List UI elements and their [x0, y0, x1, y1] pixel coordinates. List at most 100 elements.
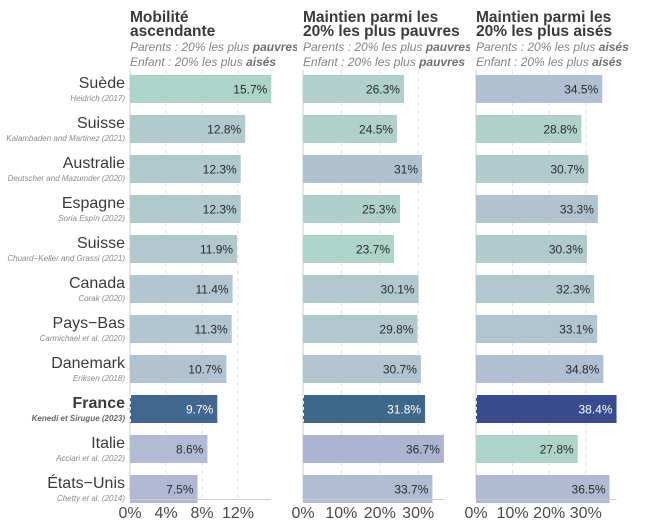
- panel-subtitle-line: Enfant : 20% les plus aisés: [476, 55, 656, 70]
- category-label: Danemark: [51, 355, 126, 372]
- data-label: 30.1%: [381, 283, 415, 297]
- subtitle-text: Parents : 20% les plus: [130, 40, 253, 54]
- citation-label: Deutscher and Mazumder (2020): [8, 174, 126, 183]
- subtitle-emphasis: pauvres: [425, 40, 470, 54]
- bar: [130, 475, 198, 503]
- bar: [130, 195, 241, 223]
- citation-label: Heidrich (2017): [70, 94, 125, 103]
- x-tick-label: 30%: [570, 505, 602, 522]
- subtitle-text: Parents : 20% les plus: [303, 40, 426, 54]
- data-label: 30.7%: [383, 363, 417, 377]
- bar: [476, 435, 578, 463]
- bar: [476, 75, 603, 103]
- bar: [303, 395, 426, 423]
- data-label: 36.5%: [572, 483, 606, 497]
- x-tick-label: 0%: [464, 505, 487, 522]
- subtitle-text: Enfant : 20% les plus: [303, 55, 420, 69]
- citation-label: Soria Espín (2022): [58, 214, 125, 223]
- category-label: Australie: [63, 155, 125, 172]
- panel-subtitle-line: Enfant : 20% les plus pauvres: [303, 55, 470, 70]
- data-label: 25.3%: [362, 203, 396, 217]
- bar: [476, 275, 595, 303]
- bar: [130, 115, 246, 143]
- data-label: 11.4%: [195, 283, 228, 297]
- bar: [476, 475, 610, 503]
- data-label: 38.4%: [579, 403, 613, 417]
- category-label: Italie: [91, 435, 125, 452]
- panel-title-line: 20% les plus aisés: [476, 23, 613, 40]
- data-label: 24.5%: [359, 123, 393, 137]
- bar: [476, 395, 617, 423]
- panel-subtitle-line: Parents : 20% les plus aisés: [476, 40, 656, 55]
- panel-title-line: ascendante: [130, 23, 216, 40]
- panel: 26.3% 24.5% 31% 25.3% 23.7% 30.1% 29.8% 30.7% 31…: [291, 70, 444, 522]
- data-label: 29.8%: [379, 323, 413, 337]
- bar: [303, 75, 404, 103]
- data-label: 10.7%: [188, 363, 222, 377]
- data-label: 26.3%: [366, 83, 400, 97]
- subtitle-emphasis: pauvres: [419, 55, 466, 69]
- x-tick-label: 20%: [364, 505, 396, 522]
- category-label: Suisse: [77, 115, 125, 132]
- data-label: 11.9%: [200, 243, 233, 257]
- panel: 15.7% 12.8% 12.3% 12.3% 11.9% 11.4% 11.3% 10.7%…: [118, 70, 272, 522]
- data-label: 34.5%: [564, 83, 598, 97]
- data-label: 12.8%: [207, 123, 241, 137]
- bar: [303, 315, 418, 343]
- subtitle-emphasis: aisés: [598, 40, 629, 54]
- x-tick-label: 12%: [222, 505, 254, 522]
- subtitle-text: Parents : 20% les plus: [476, 40, 599, 54]
- panel-title: Mobilité ascendante: [130, 9, 216, 40]
- data-label: 36.7%: [406, 443, 440, 457]
- data-label: 23.7%: [356, 243, 390, 257]
- bar: [476, 115, 582, 143]
- category-label: France: [73, 395, 126, 412]
- bar: [303, 475, 433, 503]
- data-label: 11.3%: [195, 323, 228, 337]
- data-label: 33.7%: [394, 483, 428, 497]
- subtitle-emphasis: aisés: [592, 55, 623, 69]
- data-label: 30.3%: [549, 243, 583, 257]
- x-tick-label: 8%: [190, 505, 213, 522]
- panel: 34.5% 28.8% 30.7% 33.3% 30.3% 32.3% 33.1% 34.8%…: [464, 70, 617, 522]
- bar: [130, 315, 232, 343]
- data-label: 12.3%: [203, 163, 237, 177]
- panel-title-line: Mobilité: [130, 9, 189, 26]
- category-label: Espagne: [62, 195, 125, 212]
- data-label: 33.1%: [559, 323, 593, 337]
- subtitle-text: Enfant : 20% les plus: [476, 55, 593, 69]
- bar: [130, 155, 241, 183]
- data-label: 7.5%: [166, 483, 194, 497]
- panel-title-line: Maintien parmi les: [303, 9, 439, 26]
- data-label: 9.7%: [186, 403, 214, 417]
- data-label: 12.3%: [203, 203, 237, 217]
- bar: [476, 235, 587, 263]
- panel-subtitle-line: Parents : 20% les plus pauvres: [303, 40, 470, 55]
- bar: [130, 395, 218, 423]
- panel-title-line: Maintien parmi les: [476, 9, 612, 26]
- x-tick-label: 10%: [325, 505, 357, 522]
- data-label: 33.3%: [560, 203, 594, 217]
- x-tick-label: 0%: [118, 505, 141, 522]
- panel-subtitle: Parents : 20% les plus pauvres Enfant : 2…: [303, 40, 470, 70]
- citation-label: Acciari et al. (2022): [55, 454, 125, 463]
- bar: [303, 275, 419, 303]
- bar: [303, 195, 401, 223]
- bar: [476, 355, 604, 383]
- bar: [303, 115, 398, 143]
- subtitle-emphasis: pauvres: [252, 40, 297, 54]
- panel-title-line: 20% les plus pauvres: [303, 23, 460, 40]
- category-label: Pays−Bas: [53, 315, 125, 332]
- bar: [130, 75, 272, 103]
- bar: [476, 315, 598, 343]
- category-label: États−Unis: [47, 473, 125, 492]
- citation-label: Eriksen (2018): [73, 374, 125, 383]
- citation-label: Carmichael et al. (2020): [40, 334, 126, 343]
- data-label: 34.8%: [565, 363, 599, 377]
- bar: [130, 235, 238, 263]
- bar: [130, 275, 233, 303]
- data-label: 28.8%: [543, 123, 577, 137]
- panel-subtitle-line: Parents : 20% les plus pauvres: [130, 40, 297, 55]
- category-label: Suisse: [77, 235, 125, 252]
